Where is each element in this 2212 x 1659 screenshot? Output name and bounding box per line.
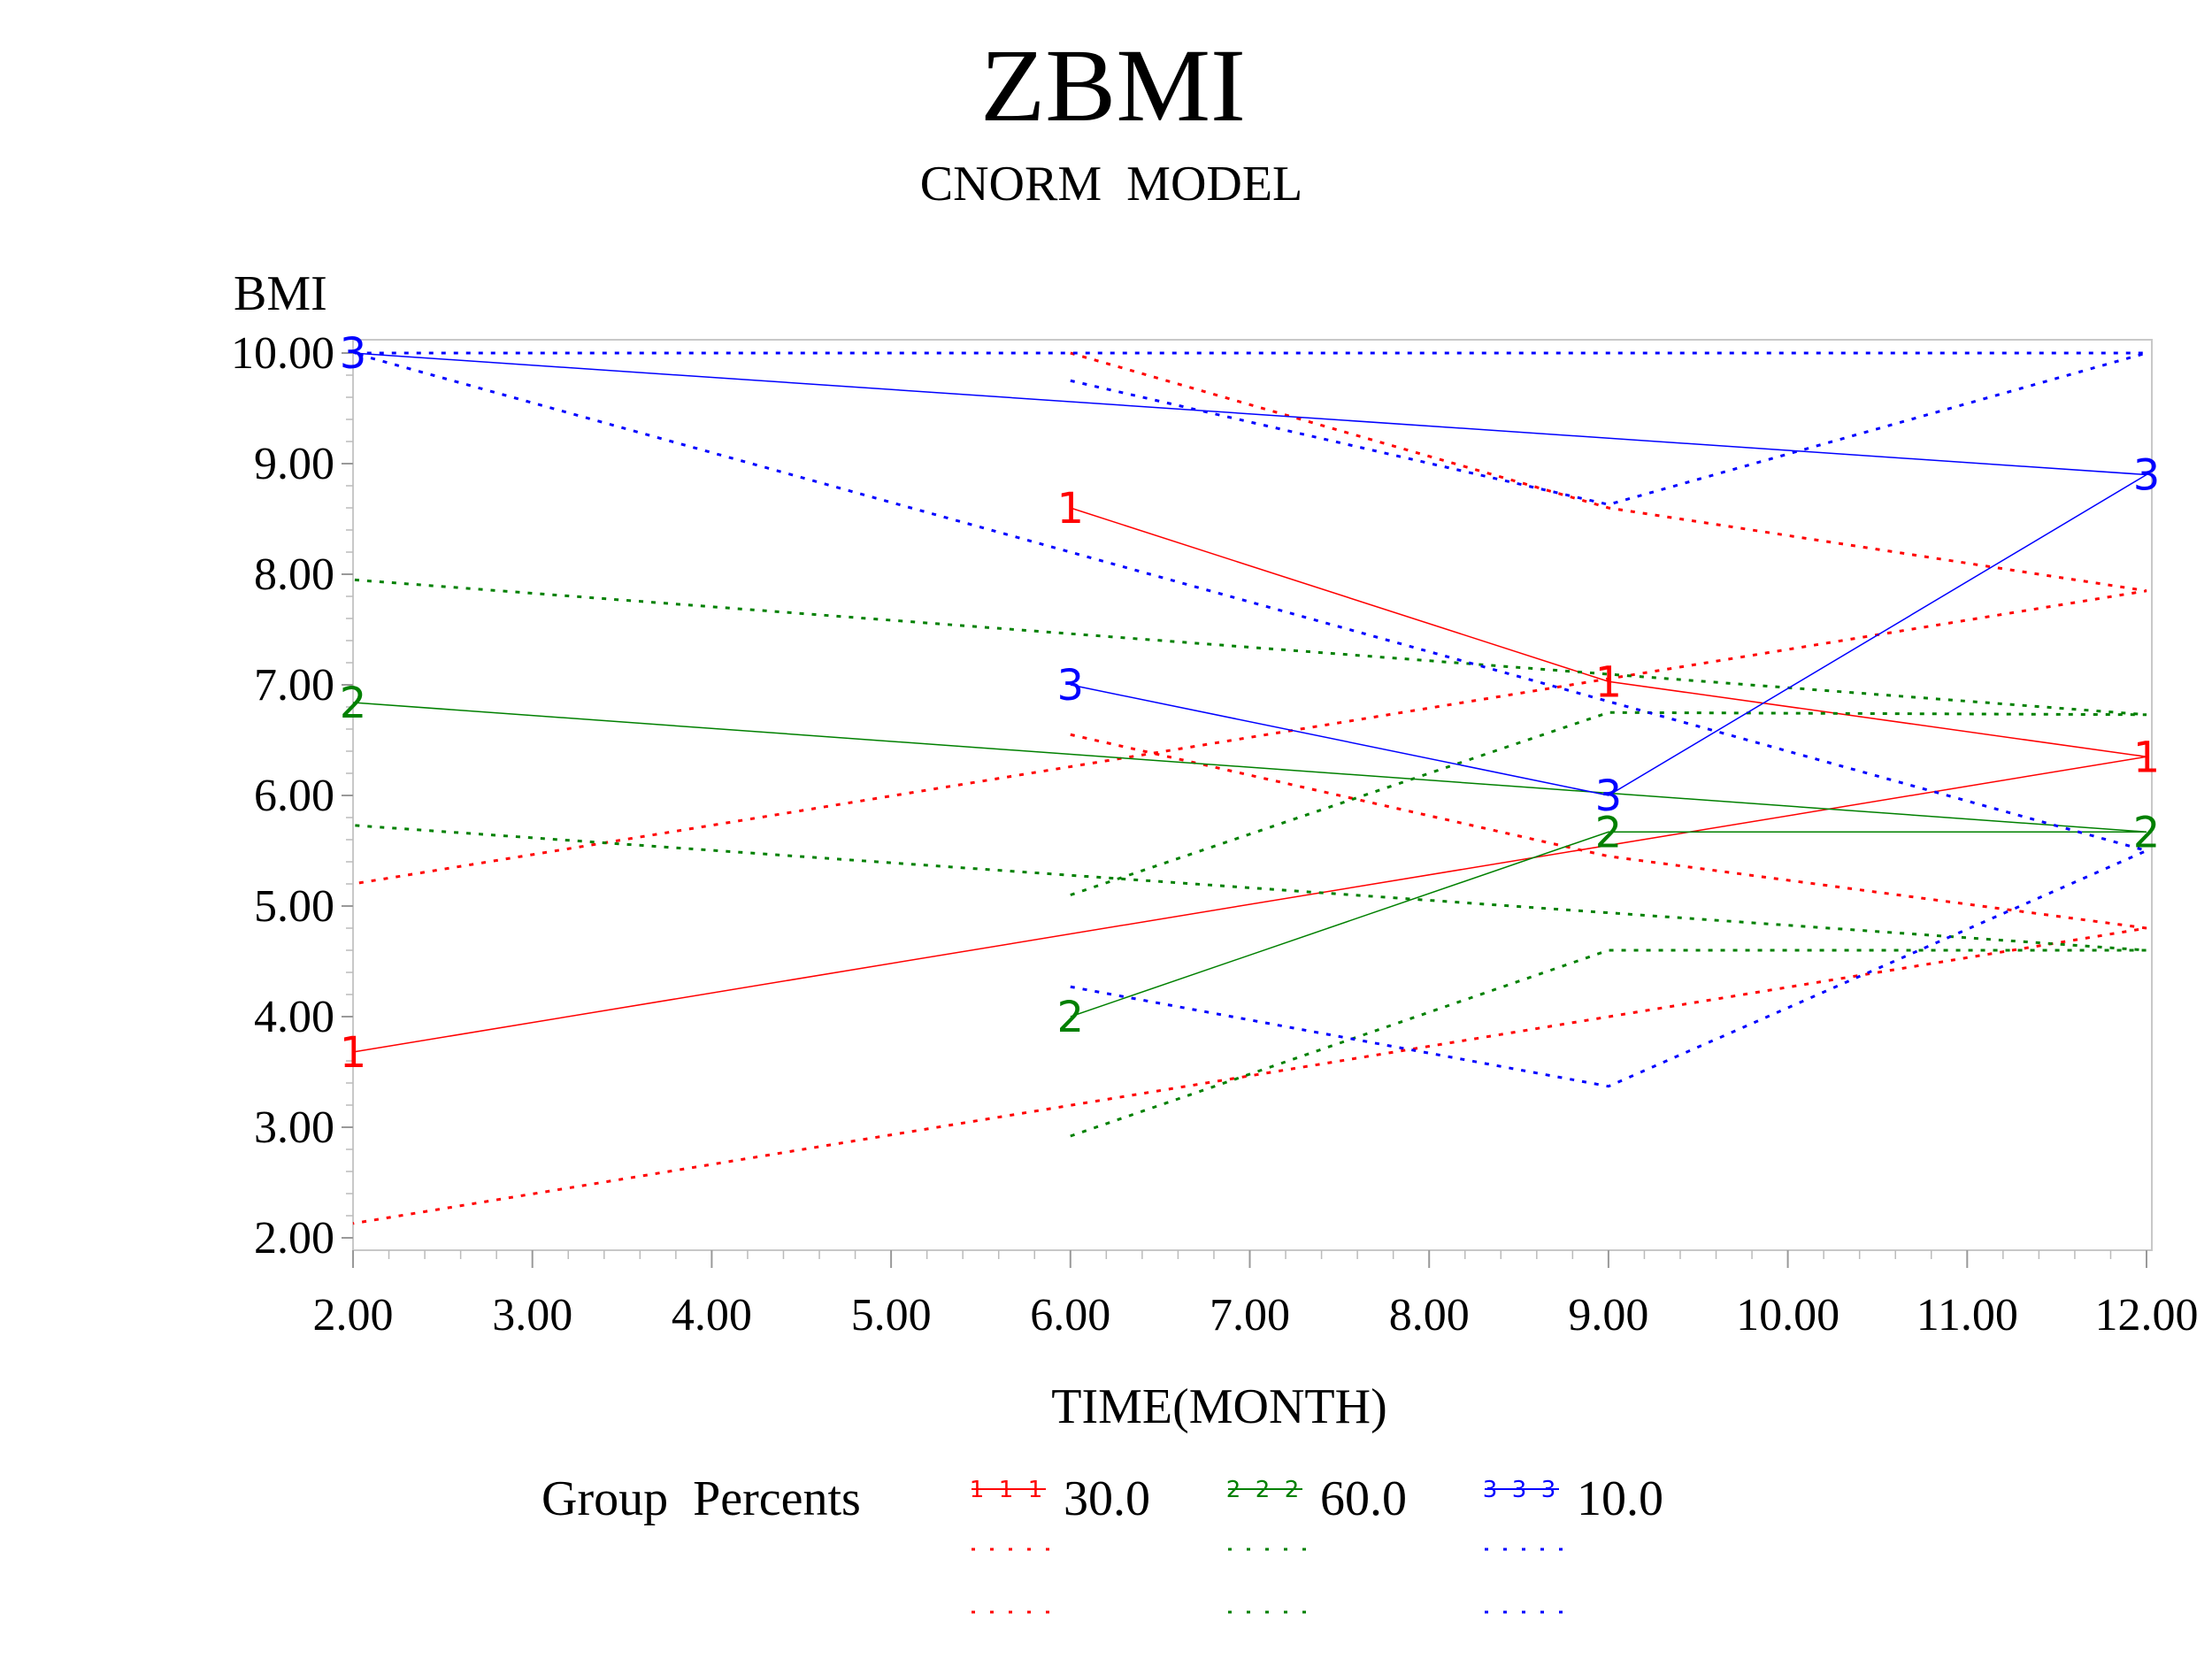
series-3-point: 3 [1595,772,1623,821]
series-3-upper-ci [353,351,2147,506]
x-tick-label: 4.00 [672,1290,752,1340]
chart-title: ZBMI [980,27,1246,143]
y-axis-label: BMI [234,266,327,321]
series-1-point: 1 [1595,657,1623,707]
x-tick-label: 12.00 [2095,1290,2199,1340]
series-2-point: 2 [1595,808,1623,857]
x-tick-label: 7.00 [1210,1290,1290,1340]
legend-marker-3: 3 [1541,1477,1556,1503]
legend-percent-1: 30.0 [1064,1471,1150,1526]
series-3-point: 3 [340,329,367,379]
x-tick-label: 6.00 [1030,1290,1110,1340]
x-tick-label: 9.00 [1568,1290,1648,1340]
legend-percent-3: 10.0 [1577,1471,1663,1526]
legend-marker-2: 2 [1285,1477,1300,1503]
series-2-point: 2 [2133,808,2161,857]
chart-subtitle: CNORM MODEL [920,157,1302,211]
legend-marker-1: 1 [970,1477,985,1503]
legend-percent-2: 60.0 [1320,1471,1407,1526]
x-axis-label: TIME(MONTH) [1051,1379,1386,1434]
y-tick-label: 9.00 [254,439,334,489]
x-tick-label: 8.00 [1389,1290,1470,1340]
series-2-line [352,702,2147,1018]
x-tick-label: 11.00 [1916,1290,2018,1340]
y-tick-label: 2.00 [254,1213,334,1263]
series-3-point: 3 [1057,661,1085,710]
x-tick-label: 10.00 [1736,1290,1839,1340]
legend-marker-1: 1 [1028,1477,1043,1503]
series-1-upper-ci [352,351,2147,886]
legend-marker-3: 3 [1512,1477,1527,1503]
axes: 2.00 3.00 4.00 5.00 6.00 7.00 8.00 9.00 10.00 11.… [231,328,2199,1340]
legend-marker-2: 2 [1226,1477,1241,1503]
series-2-lower-ci [352,824,2147,1138]
y-tick-label: 10.00 [231,328,334,379]
series-1-point: 1 [340,1028,367,1078]
series-2-upper-ci [352,578,2147,896]
series-3-line [352,352,2149,796]
y-tick-label: 3.00 [254,1102,334,1153]
legend-marker-1: 1 [999,1477,1014,1503]
y-tick-label: 4.00 [254,992,334,1042]
series-1-point: 1 [2133,733,2161,782]
x-tick-label: 2.00 [313,1290,394,1340]
y-tick-label: 6.00 [254,771,334,821]
y-tick-label: 7.00 [254,660,334,710]
y-tick-label: 8.00 [254,549,334,600]
legend: Group Percents 1 1 1 30.0 2 2 2 60.0 3 3 3 10.0 [541,1471,1663,1614]
plot-frame [352,339,2153,1251]
series-3-point: 3 [2133,451,2161,501]
series-1-point: 1 [1057,484,1085,534]
x-tick-label: 3.00 [492,1290,572,1340]
series-3-lower-ci [352,351,2151,1088]
series-2-point: 2 [340,679,367,728]
legend-marker-3: 3 [1483,1477,1498,1503]
x-tick-label: 5.00 [851,1290,932,1340]
legend-title: Group Percents [541,1471,861,1526]
legend-marker-2: 2 [1256,1477,1271,1503]
series-2-point: 2 [1057,993,1085,1042]
y-tick-label: 5.00 [254,881,334,932]
series-1-lower-ci [352,733,2147,1225]
series-1-line [352,507,2147,1053]
